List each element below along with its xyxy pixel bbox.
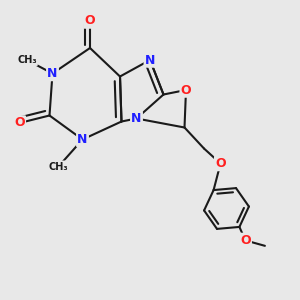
Text: CH₃: CH₃ bbox=[49, 161, 68, 172]
Text: N: N bbox=[77, 133, 88, 146]
Text: O: O bbox=[14, 116, 25, 130]
Text: N: N bbox=[47, 67, 58, 80]
Text: O: O bbox=[85, 14, 95, 28]
Text: CH₃: CH₃ bbox=[17, 55, 37, 65]
Text: O: O bbox=[181, 83, 191, 97]
Text: N: N bbox=[131, 112, 142, 125]
Text: N: N bbox=[145, 53, 155, 67]
Text: O: O bbox=[215, 157, 226, 170]
Text: O: O bbox=[240, 234, 251, 247]
